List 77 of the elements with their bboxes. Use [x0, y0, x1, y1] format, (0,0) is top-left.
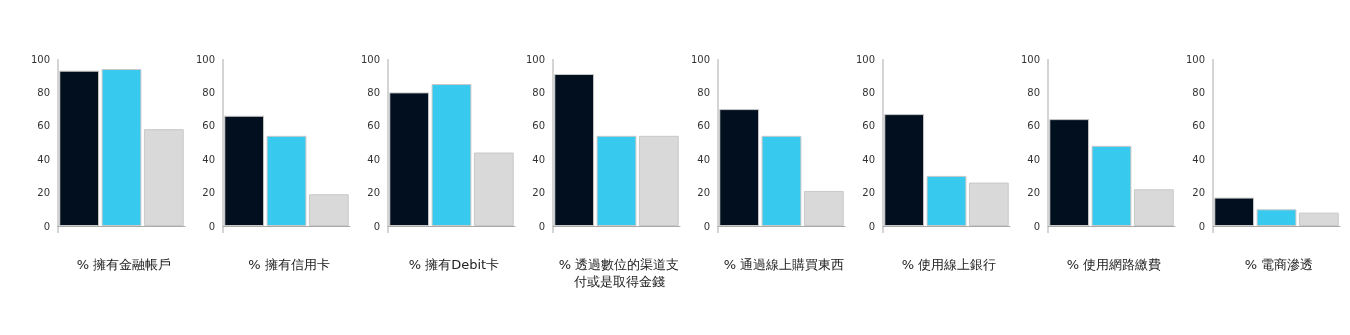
y-tick-label: 60 — [697, 120, 710, 132]
y-tick-label: 60 — [1027, 120, 1040, 132]
y-tick-label: 100 — [525, 53, 545, 65]
bar — [1091, 145, 1132, 226]
y-tick-label: 40 — [1027, 153, 1040, 165]
y-tick-label: 80 — [367, 86, 380, 98]
y-tick-label: 40 — [862, 153, 875, 165]
bar — [389, 92, 430, 226]
y-tick-label: 60 — [37, 120, 50, 132]
y-tick-label: 100 — [195, 53, 215, 65]
y-tick-label: 0 — [538, 220, 545, 232]
bar — [926, 175, 967, 226]
bar — [1298, 212, 1339, 226]
y-tick-label: 20 — [1192, 187, 1205, 199]
bar — [761, 135, 802, 226]
y-tick-label: 0 — [43, 220, 50, 232]
y-tick-label: 100 — [855, 53, 875, 65]
y-tick-label: 80 — [862, 86, 875, 98]
x-axis-title: % 通過線上購買東西 — [722, 256, 846, 273]
bar — [101, 69, 142, 226]
y-tick-label: 60 — [367, 120, 380, 132]
y-tick-label: 80 — [37, 86, 50, 98]
x-axis-title: % 使用線上銀行 — [900, 256, 998, 273]
bar — [884, 114, 925, 226]
y-tick-label: 20 — [37, 187, 50, 199]
y-tick-label: 0 — [208, 220, 215, 232]
x-axis-title: % 擁有Debit卡 — [407, 256, 501, 273]
y-tick-label: 0 — [1198, 220, 1205, 232]
x-axis-title: % 透過數位的渠道支付或是取得金錢 — [557, 256, 681, 290]
bar — [266, 135, 307, 226]
y-tick-label: 80 — [1027, 86, 1040, 98]
bar — [1049, 119, 1090, 226]
y-tick-label: 0 — [1033, 220, 1040, 232]
y-tick-label: 20 — [697, 187, 710, 199]
y-tick-label: 0 — [868, 220, 875, 232]
y-tick-label: 20 — [367, 187, 380, 199]
bar — [968, 182, 1009, 226]
y-tick-label: 100 — [360, 53, 380, 65]
bar — [1256, 209, 1297, 226]
y-tick-label: 100 — [30, 53, 50, 65]
bar — [59, 70, 100, 226]
bar — [803, 190, 844, 226]
y-tick-label: 100 — [1185, 53, 1205, 65]
bar — [143, 129, 184, 226]
bar — [719, 109, 760, 226]
y-tick-label: 20 — [862, 187, 875, 199]
y-tick-label: 60 — [1192, 120, 1205, 132]
bar — [431, 84, 472, 226]
y-tick-label: 80 — [532, 86, 545, 98]
bar — [1214, 197, 1255, 226]
y-tick-label: 40 — [1192, 153, 1205, 165]
y-tick-label: 20 — [202, 187, 215, 199]
y-tick-label: 40 — [367, 153, 380, 165]
y-tick-label: 100 — [1020, 53, 1040, 65]
bar — [1133, 189, 1174, 226]
y-tick-label: 40 — [697, 153, 710, 165]
y-tick-label: 40 — [202, 153, 215, 165]
y-tick-label: 60 — [862, 120, 875, 132]
bar — [224, 115, 265, 226]
x-axis-title: % 擁有信用卡 — [247, 256, 331, 273]
y-tick-label: 60 — [532, 120, 545, 132]
y-tick-label: 80 — [202, 86, 215, 98]
y-tick-label: 0 — [373, 220, 380, 232]
bar — [308, 194, 349, 226]
y-tick-label: 40 — [532, 153, 545, 165]
x-axis-title: % 電商滲透 — [1243, 256, 1315, 273]
bar — [473, 152, 514, 226]
y-tick-label: 0 — [703, 220, 710, 232]
x-axis-title: % 擁有金融帳戶 — [75, 256, 173, 273]
y-tick-label: 40 — [37, 153, 50, 165]
y-tick-label: 60 — [202, 120, 215, 132]
y-tick-label: 100 — [690, 53, 710, 65]
y-tick-label: 20 — [1027, 187, 1040, 199]
x-axis-title: % 使用網路繳費 — [1065, 256, 1163, 273]
y-tick-label: 80 — [1192, 86, 1205, 98]
y-tick-label: 20 — [532, 187, 545, 199]
y-tick-label: 80 — [697, 86, 710, 98]
